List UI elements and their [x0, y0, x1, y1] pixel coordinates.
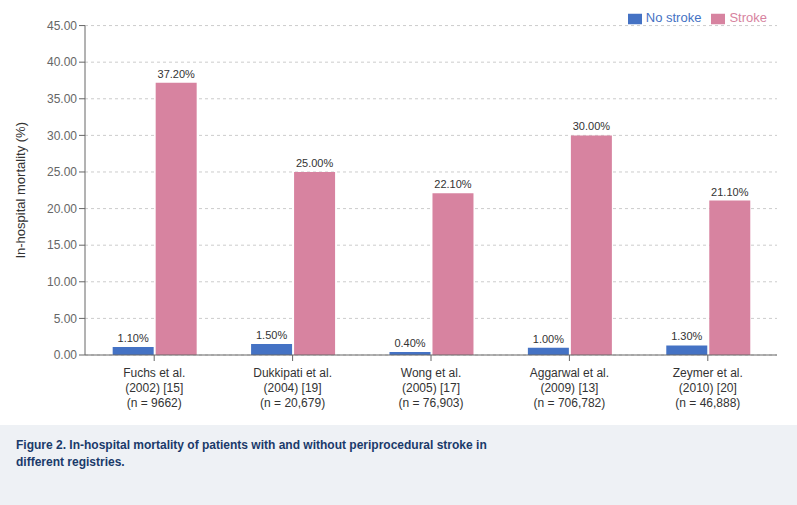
html-text:Figure 2. In-hospital mortalit: Figure 2. In-hospital mortality of patie…: [16, 438, 487, 469]
svg-text:21.10%: 21.10%: [711, 186, 749, 198]
svg-text:20.00: 20.00: [47, 202, 77, 216]
svg-text:Fuchs et al.(2002) [15](n = 96: Fuchs et al.(2002) [15](n = 9662): [123, 366, 185, 410]
svg-text:1.30%: 1.30%: [671, 330, 702, 342]
svg-text:1.50%: 1.50%: [256, 329, 287, 341]
html-text:No stroke: No stroke: [645, 10, 702, 25]
svg-text:1.00%: 1.00%: [533, 333, 564, 345]
svg-text:Dukkipati et al.(2004) [19](n: Dukkipati et al.(2004) [19](n = 20,679): [253, 366, 332, 410]
svg-text:37.20%: 37.20%: [158, 68, 196, 80]
svg-text:35.00: 35.00: [47, 92, 77, 106]
svg-text:22.10%: 22.10%: [434, 178, 472, 190]
svg-text:In-hospital mortality (%): In-hospital mortality (%): [13, 122, 28, 259]
svg-text:25.00%: 25.00%: [296, 157, 334, 169]
html-text:Stroke: Stroke: [729, 10, 767, 25]
svg-text:10.00: 10.00: [47, 275, 77, 289]
svg-text:1.10%: 1.10%: [118, 332, 149, 344]
svg-text:Zeymer et al.(2010) [20](n = 4: Zeymer et al.(2010) [20](n = 46,888): [673, 366, 743, 410]
svg-text:30.00: 30.00: [47, 129, 77, 143]
svg-text:0.00: 0.00: [54, 348, 78, 362]
svg-text:25.00: 25.00: [47, 165, 77, 179]
svg-text:30.00%: 30.00%: [573, 120, 611, 132]
svg-text:15.00: 15.00: [47, 238, 77, 252]
svg-text:5.00: 5.00: [54, 312, 78, 326]
svg-text:Wong et al.(2005) [17](n = 76,: Wong et al.(2005) [17](n = 76,903): [398, 366, 463, 410]
svg-text:45.00: 45.00: [47, 19, 77, 33]
svg-text:40.00: 40.00: [47, 55, 77, 69]
svg-text:0.40%: 0.40%: [394, 337, 425, 349]
svg-text:Aggarwal et al.(2009) [13](n =: Aggarwal et al.(2009) [13](n = 706,782): [530, 366, 609, 410]
